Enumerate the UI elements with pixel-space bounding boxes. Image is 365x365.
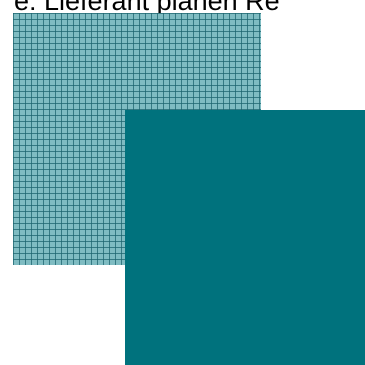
solid-teal-swatch <box>125 110 365 365</box>
cropped-heading-text: e: Lieferant planen Re <box>14 0 280 16</box>
